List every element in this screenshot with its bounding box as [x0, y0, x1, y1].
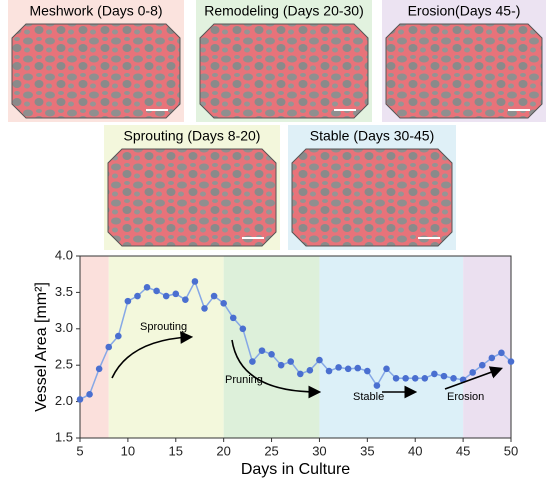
micrograph [199, 23, 369, 119]
plot-frame [79, 255, 512, 439]
annotation: Pruning [225, 374, 263, 386]
data-point [469, 369, 476, 376]
panel-title: Sprouting (Days 8-20) [124, 128, 261, 144]
data-point [421, 375, 429, 382]
x-tick-label: 25 [264, 443, 278, 458]
data-point [392, 375, 400, 382]
data-point [229, 314, 237, 322]
y-tick-label: 4.0 [55, 247, 73, 262]
data-point [115, 332, 122, 340]
data-point [373, 382, 381, 389]
y-tick-label: 2.0 [55, 393, 73, 408]
data-point [383, 365, 390, 373]
data-point [172, 290, 180, 298]
micrograph [291, 148, 453, 247]
y-tick-label: 3.5 [55, 284, 73, 299]
data-point [488, 354, 496, 362]
x-tick-label: 10 [121, 443, 135, 458]
data-point [402, 375, 409, 382]
data-point [287, 358, 295, 365]
data-point [191, 278, 199, 285]
phase-band [319, 256, 464, 438]
y-axis-title: Vessel Area [mm²] [33, 282, 50, 412]
x-tick-label: 20 [216, 443, 230, 458]
chart: 5 10 15 20 25 30 35 40 45 50 1.5 2.0 2.5 3.0 3.5 4.0 Day… [33, 247, 518, 478]
data-point [86, 391, 93, 398]
data-point [498, 349, 505, 357]
annotation-arrow [231, 339, 322, 399]
annotation: Stable [353, 391, 384, 403]
data-point [296, 370, 304, 378]
data-point [325, 367, 333, 375]
x-tick-label: 15 [169, 443, 183, 458]
data-point [507, 358, 515, 365]
data-point [268, 350, 275, 358]
data-point [335, 364, 342, 371]
data-point [210, 292, 218, 300]
x-axis-title: Days in Culture [241, 461, 350, 478]
micrograph [107, 148, 277, 247]
y-tick-label: 1.5 [55, 429, 73, 444]
x-tick-label: 45 [456, 443, 470, 458]
annotation: Sprouting [140, 321, 187, 333]
data-point [316, 356, 323, 364]
x-tick-label: 5 [76, 443, 83, 458]
data-point [201, 305, 208, 312]
phase-band [463, 256, 511, 438]
data-point [277, 361, 285, 369]
panel-title: Remodeling (Days 20-30) [204, 3, 364, 19]
data-point [258, 347, 266, 354]
x-tick-label: 50 [504, 443, 518, 458]
annotation: Erosion [447, 391, 484, 403]
data-point [249, 358, 256, 365]
data-point [153, 287, 160, 295]
panel-title: Stable (Days 30-45) [310, 128, 435, 144]
annotation-arrow [444, 366, 504, 390]
x-tick-label: 40 [408, 443, 422, 458]
phase-band [108, 256, 224, 438]
data-point [105, 343, 113, 351]
data-point [143, 284, 151, 291]
data-point [431, 370, 438, 378]
data-point [95, 365, 103, 373]
y-tick-label: 3.0 [55, 320, 73, 335]
data-point [440, 372, 448, 380]
x-tick-label: 35 [360, 443, 374, 458]
data-point [134, 292, 141, 300]
panel-title: Erosion(Days 45-) [408, 3, 521, 19]
data-point [411, 375, 419, 382]
phase-band [223, 256, 320, 438]
data-point [478, 361, 486, 369]
data-point [364, 367, 371, 375]
annotation-arrow [111, 331, 194, 379]
data-point [450, 375, 457, 382]
data-point [354, 364, 362, 372]
data-line [79, 279, 512, 401]
x-tick-label: 30 [312, 443, 326, 458]
data-point [162, 292, 170, 300]
panel-title: Meshwork (Days 0-8) [29, 3, 162, 19]
data-point [182, 296, 189, 303]
micrograph [11, 23, 181, 119]
data-point [124, 297, 132, 305]
micrograph [385, 23, 543, 119]
data-point [76, 396, 84, 403]
data-point [220, 300, 227, 307]
phase-band [80, 256, 109, 438]
panels: Meshwork (Days 0-8) Remodeling (Days 20-3… [8, 0, 546, 250]
data-point [344, 365, 352, 373]
y-tick-label: 2.5 [55, 357, 73, 372]
data-point [239, 325, 247, 333]
data-point [306, 366, 314, 374]
